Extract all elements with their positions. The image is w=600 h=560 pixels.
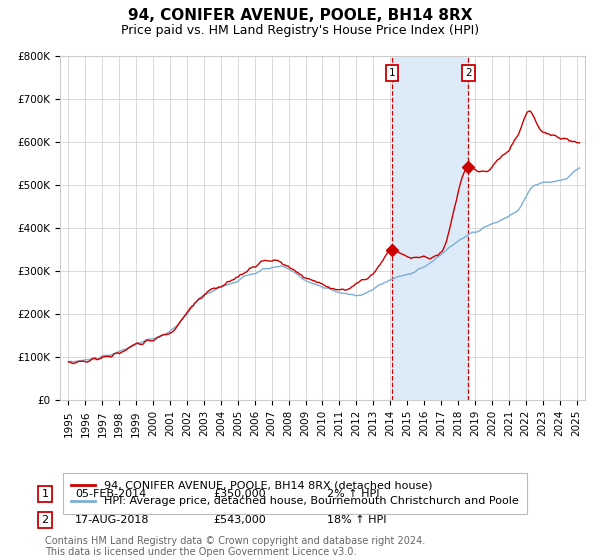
Text: Price paid vs. HM Land Registry's House Price Index (HPI): Price paid vs. HM Land Registry's House … (121, 24, 479, 36)
Text: 05-FEB-2014: 05-FEB-2014 (75, 489, 146, 499)
Text: 17-AUG-2018: 17-AUG-2018 (75, 515, 149, 525)
Text: 94, CONIFER AVENUE, POOLE, BH14 8RX: 94, CONIFER AVENUE, POOLE, BH14 8RX (128, 8, 472, 24)
Legend: 94, CONIFER AVENUE, POOLE, BH14 8RX (detached house), HPI: Average price, detach: 94, CONIFER AVENUE, POOLE, BH14 8RX (det… (63, 473, 527, 514)
Text: 2: 2 (465, 68, 472, 78)
Text: Contains HM Land Registry data © Crown copyright and database right 2024.
This d: Contains HM Land Registry data © Crown c… (45, 535, 425, 557)
Text: 2% ↑ HPI: 2% ↑ HPI (327, 489, 380, 499)
Text: £350,000: £350,000 (213, 489, 266, 499)
Text: 1: 1 (41, 489, 49, 499)
Text: 2: 2 (41, 515, 49, 525)
Bar (392, 56, 469, 400)
Text: £543,000: £543,000 (213, 515, 266, 525)
Text: 1: 1 (389, 68, 395, 78)
Text: 18% ↑ HPI: 18% ↑ HPI (327, 515, 386, 525)
